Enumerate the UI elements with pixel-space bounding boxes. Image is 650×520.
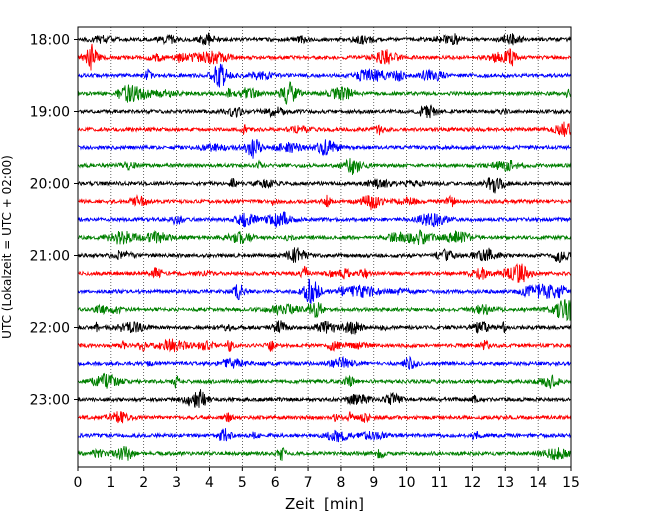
x-tick-label: 10 [398, 475, 416, 491]
x-tick-label: 1 [106, 475, 115, 491]
x-axis-title: Zeit [min] [285, 495, 364, 513]
seismogram-trace [77, 389, 572, 408]
x-tick-label: 8 [336, 475, 345, 491]
seismogram-trace [77, 210, 572, 228]
x-tick-label: 2 [139, 475, 148, 491]
y-tick-label: 19:00 [30, 105, 70, 121]
seismogram-traces [77, 32, 572, 461]
seismogram-trace [77, 32, 572, 46]
x-tick-label: 4 [205, 475, 214, 491]
seismogram-trace [77, 158, 572, 175]
seismogram-trace [77, 278, 572, 304]
x-tick-label: 3 [172, 475, 181, 491]
seismogram-trace [77, 298, 572, 322]
seismogram-trace [77, 428, 572, 443]
seismogram-trace [77, 194, 572, 211]
seismogram-trace [77, 121, 572, 137]
seismogram-trace [77, 43, 572, 71]
grid-lines [110, 27, 539, 467]
x-axis-ticks: 0 1 2 3 4 5 6 7 8 9 10 11 12 13 14 15 [74, 467, 580, 491]
plot-frame [77, 26, 572, 468]
x-tick-label: 14 [529, 475, 547, 491]
seismogram-trace [77, 247, 572, 263]
seismogram-trace [77, 104, 572, 119]
x-tick-label: 13 [496, 475, 514, 491]
y-tick-label: 21:00 [30, 249, 70, 265]
y-axis-title: UTC (Lokalzeit = UTC + 02:00) [0, 155, 14, 339]
y-axis-ticks: 18:00 19:00 20:00 21:00 22:00 23:00 [30, 33, 78, 409]
y-tick-label: 22:00 [30, 321, 70, 337]
y-tick-label: 18:00 [30, 33, 70, 49]
x-tick-label: 5 [238, 475, 247, 491]
x-tick-label: 0 [74, 475, 83, 491]
y-tick-label: 20:00 [30, 177, 70, 193]
x-tick-label: 11 [431, 475, 449, 491]
y-tick-label: 23:00 [30, 393, 70, 409]
seismogram-trace [77, 139, 572, 159]
seismogram-trace [77, 63, 572, 88]
seismogram-trace [77, 81, 572, 105]
seismogram-trace [77, 177, 572, 194]
x-tick-label: 7 [304, 475, 313, 491]
seismogram-trace [77, 320, 572, 335]
seismogram-trace [77, 355, 572, 370]
x-tick-label: 6 [271, 475, 280, 491]
seismogram-trace [77, 410, 572, 424]
x-tick-label: 9 [369, 475, 378, 491]
seismogram-trace [77, 229, 572, 246]
seismogram-trace [77, 372, 572, 389]
seismogram-trace [77, 263, 572, 283]
x-tick-label: 15 [562, 475, 580, 491]
seismogram-trace [77, 338, 572, 353]
seismogram-trace [77, 446, 572, 461]
x-tick-label: 12 [463, 475, 481, 491]
